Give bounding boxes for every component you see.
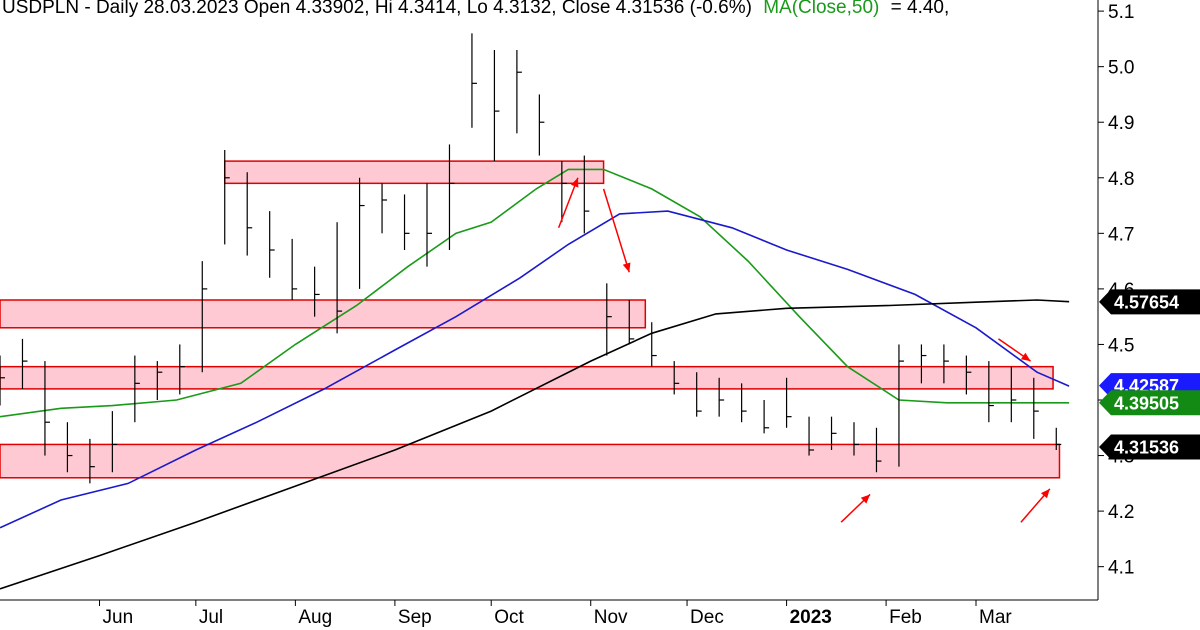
support-resistance-zones	[0, 160, 1061, 479]
annotation-arrows	[557, 177, 1051, 523]
y-tick-label: 4.9	[1108, 113, 1134, 134]
x-tick-label: Dec	[690, 607, 724, 628]
y-tick-label: 4.2	[1108, 502, 1134, 523]
x-tick-label: Jul	[199, 607, 223, 628]
x-tick-label: Nov	[594, 607, 628, 628]
zone-rect-2	[0, 365, 1054, 390]
y-tick-label: 4.8	[1108, 169, 1134, 190]
moving-average-lines	[0, 168, 1070, 590]
annotation-arrowhead-2	[1020, 352, 1031, 362]
zone-rect-0	[223, 160, 605, 185]
y-tick-label: 4.5	[1108, 335, 1134, 356]
annotation-arrowhead-4	[1040, 488, 1050, 499]
header-ma-text: MA(Close,50)	[763, 0, 879, 18]
annotation-arrowhead-1	[622, 262, 631, 273]
price-label-box-2	[1099, 390, 1200, 416]
price-candles	[0, 33, 1062, 484]
annotation-arrowhead-3	[860, 494, 871, 504]
x-tick-label: Oct	[494, 607, 524, 628]
annotation-arrow-1	[602, 188, 630, 273]
annotation-arrowhead-0	[570, 177, 579, 188]
y-tick-label: 5.1	[1108, 2, 1134, 23]
x-tick-label: Aug	[298, 607, 332, 628]
price-label-box-0	[1099, 289, 1200, 315]
zone-rect-3	[0, 443, 1061, 479]
y-tick-label: 4.7	[1108, 224, 1134, 245]
x-tick-label: Jun	[103, 607, 134, 628]
x-tick-label: Mar	[979, 607, 1012, 628]
header-symbol-text: USDPLN - Daily 28.03.2023 Open 4.33902, …	[2, 0, 752, 18]
price-label-0: 4.57654	[1114, 292, 1179, 312]
x-tick-label: 2023	[790, 607, 832, 628]
ma-line-2	[0, 299, 1070, 590]
ma-line-0	[0, 168, 1070, 418]
ma-line-1	[0, 210, 1070, 529]
y-tick-label: 4.1	[1108, 558, 1134, 579]
y-tick-label: 5.0	[1108, 58, 1134, 79]
time-axis: Jun Jul Aug Sep Oct Nov Dec 2023 Feb Mar	[99, 600, 1012, 628]
chart-header: USDPLN - Daily 28.03.2023 Open 4.33902, …	[2, 0, 949, 18]
header-ma-value: = 4.40,	[891, 0, 950, 18]
zone-rect-1	[0, 299, 647, 329]
price-label-box-3	[1099, 434, 1200, 460]
x-tick-label: Sep	[398, 607, 432, 628]
x-tick-label: Feb	[889, 607, 922, 628]
price-label-2: 4.39505	[1114, 393, 1179, 413]
price-label-3: 4.31536	[1114, 438, 1179, 458]
